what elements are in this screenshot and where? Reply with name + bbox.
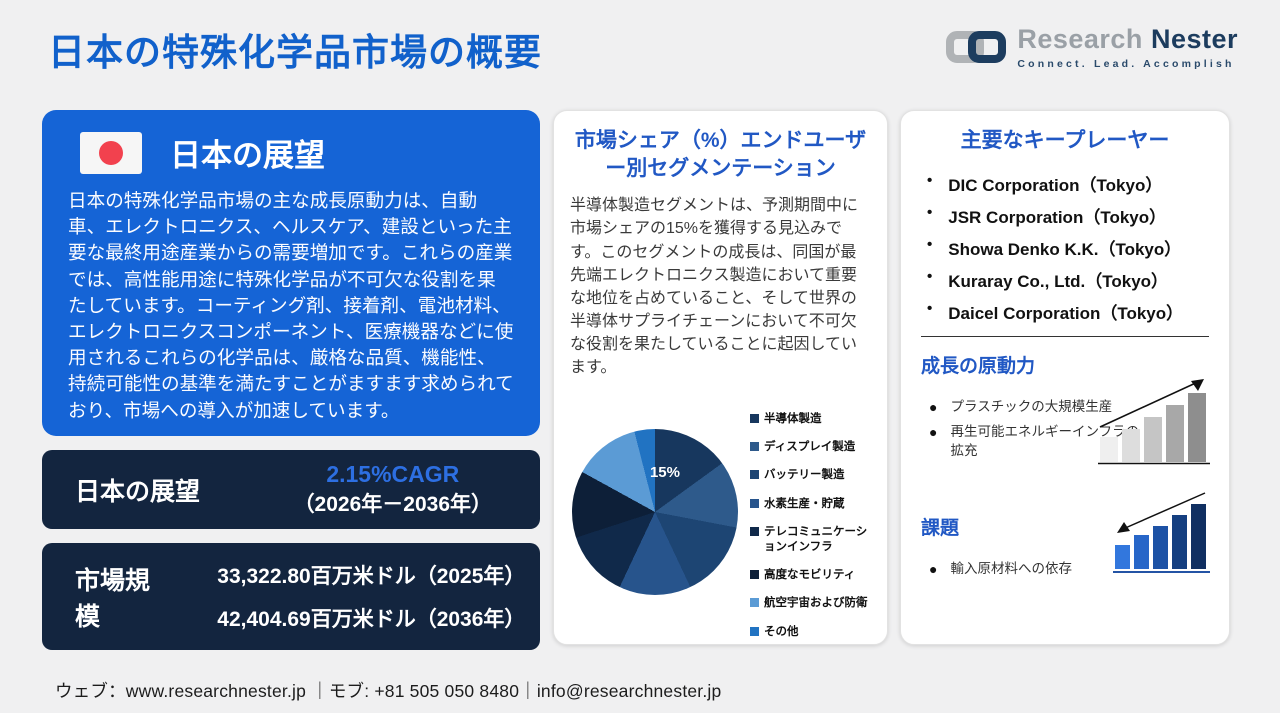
key-player-item: • Daicel Corporation（Tokyo） [927,299,1184,323]
legend-label: 航空宇宙および防衛 [764,597,868,610]
key-players-heading: 主要なキープレーヤー [960,129,1170,152]
market-share-card: 市場シェア（%）エンドユーザー別セグメンテーション 半導体製造セグメントは、予測… [553,110,888,645]
legend-swatch-icon [750,626,759,636]
key-players-list: • DIC Corporation（Tokyo） • JSR Corporation… [921,171,1209,324]
legend-item: バッテリー製造 [750,468,871,482]
market-size-panel: 市場規模 33,322.80百万米ドル（2025年） 42,404.69百万米ドル… [42,543,540,650]
legend-swatch-icon [750,470,759,480]
market-size-value: 33,322.80百万米ドル（2025年） [217,565,526,588]
bottom-strip [0,713,1280,720]
growth-drivers-list: ● プラスチックの大規模生産 ● 再生可能エネルギーインフラの拡充 [921,398,1146,461]
bullet-icon: • [927,299,933,317]
footer-contact-text: ウェブ：www.researchnester.jp ｜モブ: +81 505 0… [55,681,722,701]
legend-item: 航空宇宙および防衛 [750,596,871,610]
bullet-icon: • [927,171,933,189]
brand-name: Research Nester [1017,24,1238,54]
bullet-icon: • [927,267,933,285]
growth-driver-item: ● 再生可能エネルギーインフラの拡充 [929,423,1146,461]
legend-label: 半導体製造 [764,412,822,425]
legend-swatch-icon [750,598,759,608]
growth-drivers-heading: 成長の原動力 [921,355,1036,377]
bullet-icon: ● [929,398,938,415]
legend-item: テレコミュニケーションインフラ [750,525,871,554]
legend-label: テレコミュニケーションインフラ [764,526,868,553]
cagr-panel: 日本の展望 2.15%CAGR （2026年－2036年） [42,450,540,529]
growth-driver-item: ● プラスチックの大規模生産 [929,398,1146,418]
legend-item: 水素生産・貯蔵 [750,497,871,511]
key-players-card: 主要なキープレーヤー • DIC Corporation（Tokyo） • JSR … [900,110,1230,645]
japan-flag-icon [80,131,142,174]
challenges-heading: 課題 [921,518,960,540]
legend-swatch-icon [750,527,759,537]
pie-legend: 半導体製造 ディスプレイ製造 バッテリー製造 水素生産・貯蔵 [750,405,871,646]
ascending-bars-arrow-up-icon [1098,379,1210,465]
outlook-heading: 日本の展望 [170,138,325,173]
key-player-item: • Showa Denko K.K.（Tokyo） [927,235,1182,259]
outlook-body-text: 日本の特殊化学品市場の主な成長原動力は、自動車、エレクトロニクス、ヘルスケア、建… [68,190,514,421]
bullet-icon: ● [929,424,938,441]
legend-item: 半導体製造 [750,412,871,426]
cagr-period: （2026年－2036年） [293,493,492,516]
key-player-item: • Kuraray Co., Ltd.（Tokyo） [927,267,1169,291]
legend-label: ディスプレイ製造 [764,441,856,454]
legend-swatch-icon [750,569,759,579]
divider [921,335,1209,337]
market-size-values: 33,322.80百万米ドル（2025年） 42,404.69百万米ドル（2036… [217,560,526,633]
page-title: 日本の特殊化学品市場の概要 [48,32,542,73]
legend-item: ディスプレイ製造 [750,440,871,454]
key-player-item: • JSR Corporation（Tokyo） [927,203,1167,227]
bullet-icon: • [927,235,933,253]
bullet-icon: • [927,203,933,221]
legend-label: バッテリー製造 [764,469,845,482]
legend-label: 高度なモビリティ [764,568,856,581]
pie-data-label: 15% [649,463,680,481]
brand-tagline: Connect. Lead. Accomplish [1017,58,1235,70]
challenges-list: ● 輸入原材料への依存 [921,560,1146,580]
chain-links-icon [946,31,1007,63]
market-size-label: 市場規模 [75,566,151,631]
market-share-body-text: 半導体製造セグメントは、予測期間中に市場シェアの15%を獲得する見込みです。この… [570,197,859,376]
pie-chart: 15% [572,428,738,595]
ascending-bars-arrow-down-icon [1113,492,1210,573]
market-size-value: 42,404.69百万米ドル（2036年） [217,608,526,631]
key-player-item: • DIC Corporation（Tokyo） [927,171,1163,195]
legend-swatch-icon [750,413,759,423]
legend-swatch-icon [750,442,759,452]
legend-item: 高度なモビリティ [750,568,871,582]
cagr-label: 日本の展望 [75,477,201,506]
legend-swatch-icon [750,498,759,508]
bullet-icon: ● [929,561,938,578]
challenge-item: ● 輸入原材料への依存 [929,560,1146,580]
legend-label: 水素生産・貯蔵 [764,497,845,510]
research-nester-logo: Research Nester Connect. Lead. Accomplis… [945,24,1238,70]
legend-label: その他 [764,625,799,638]
market-share-heading: 市場シェア（%）エンドユーザー別セグメンテーション [574,129,867,180]
legend-item: その他 [750,625,871,639]
cagr-value: 2.15%CAGR [326,461,460,487]
japan-outlook-panel: 日本の展望 日本の特殊化学品市場の主な成長原動力は、自動車、エレクトロニクス、ヘ… [42,110,540,436]
